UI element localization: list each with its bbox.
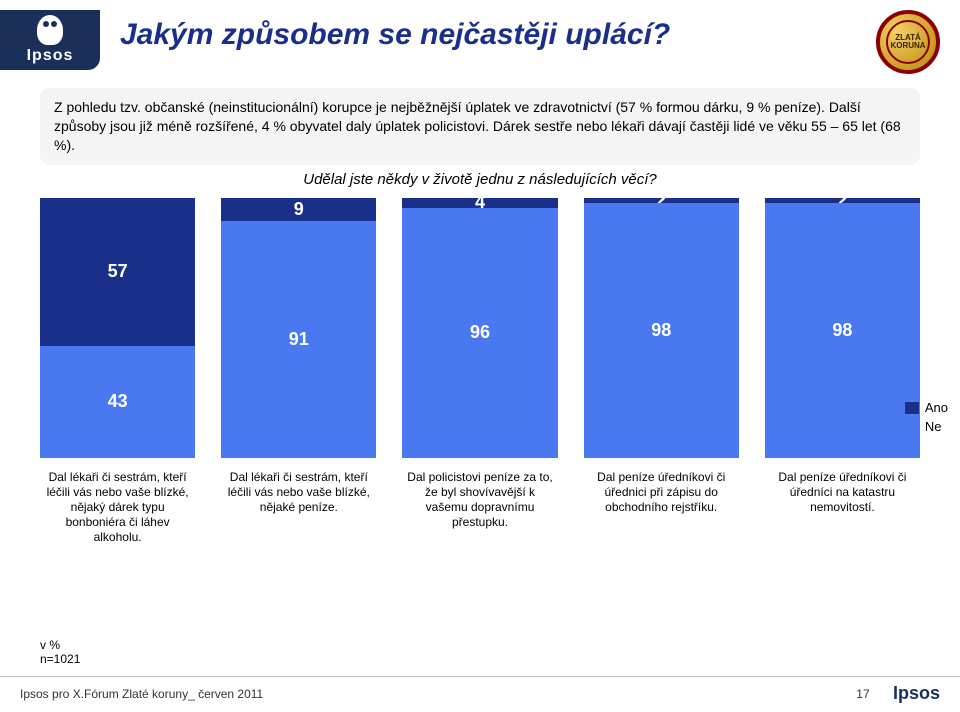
bar-segment-ano: 57 xyxy=(40,198,195,346)
bar-segment-ne: 43 xyxy=(40,346,195,458)
bar-column: 496 xyxy=(402,198,557,458)
bar-segment-ne: 98 xyxy=(584,203,739,458)
sample-note: v % n=1021 xyxy=(40,638,80,666)
legend-label-ne: Ne xyxy=(925,419,942,434)
bar-segment-ano: 9 xyxy=(221,198,376,221)
bar-segment-ne: 98 xyxy=(765,203,920,458)
footer-source: Ipsos pro X.Fórum Zlaté koruny_ červen 2… xyxy=(20,687,833,701)
zlata-koruna-medal-icon: ZLATÁ KORUNA xyxy=(876,10,940,74)
ipsos-logo-text: Ipsos xyxy=(27,47,74,65)
bar-column: 298 xyxy=(765,198,920,458)
category-label: Dal lékaři či sestrám, kteří léčili vás … xyxy=(221,470,376,545)
page-footer: Ipsos pro X.Fórum Zlaté koruny_ červen 2… xyxy=(0,676,960,704)
bar-column: 5743 xyxy=(40,198,195,458)
ipsos-logo: Ipsos xyxy=(0,10,100,70)
legend-label-ano: Ano xyxy=(925,400,948,415)
category-label: Dal policistovi peníze za to, že byl sho… xyxy=(402,470,557,545)
category-label: Dal lékaři či sestrám, kteří léčili vás … xyxy=(40,470,195,545)
footer-ipsos-logo: Ipsos xyxy=(893,683,940,704)
bar-column: 991 xyxy=(221,198,376,458)
bar-segment-ne: 91 xyxy=(221,221,376,458)
category-label: Dal peníze úředníkovi či úředníci na kat… xyxy=(765,470,920,545)
stacked-bar-chart: 5743991496298298 xyxy=(0,198,960,458)
footer-page-number: 17 xyxy=(833,687,893,701)
page-title: Jakým způsobem se nejčastěji uplácí? xyxy=(100,10,876,52)
chart-subtitle: Udělal jste někdy v životě jednu z násle… xyxy=(0,171,960,188)
category-labels-row: Dal lékaři či sestrám, kteří léčili vás … xyxy=(0,458,960,545)
legend-swatch-ne xyxy=(905,421,919,433)
bar-column: 298 xyxy=(584,198,739,458)
bar-segment-ano: 4 xyxy=(402,198,557,208)
bar-segment-ne: 96 xyxy=(402,208,557,458)
category-label: Dal peníze úředníkovi či úřednici při zá… xyxy=(584,470,739,545)
intro-text-box: Z pohledu tzv. občanské (neinstitucionál… xyxy=(40,88,920,165)
chart-legend: Ano Ne xyxy=(905,400,948,438)
legend-swatch-ano xyxy=(905,402,919,414)
